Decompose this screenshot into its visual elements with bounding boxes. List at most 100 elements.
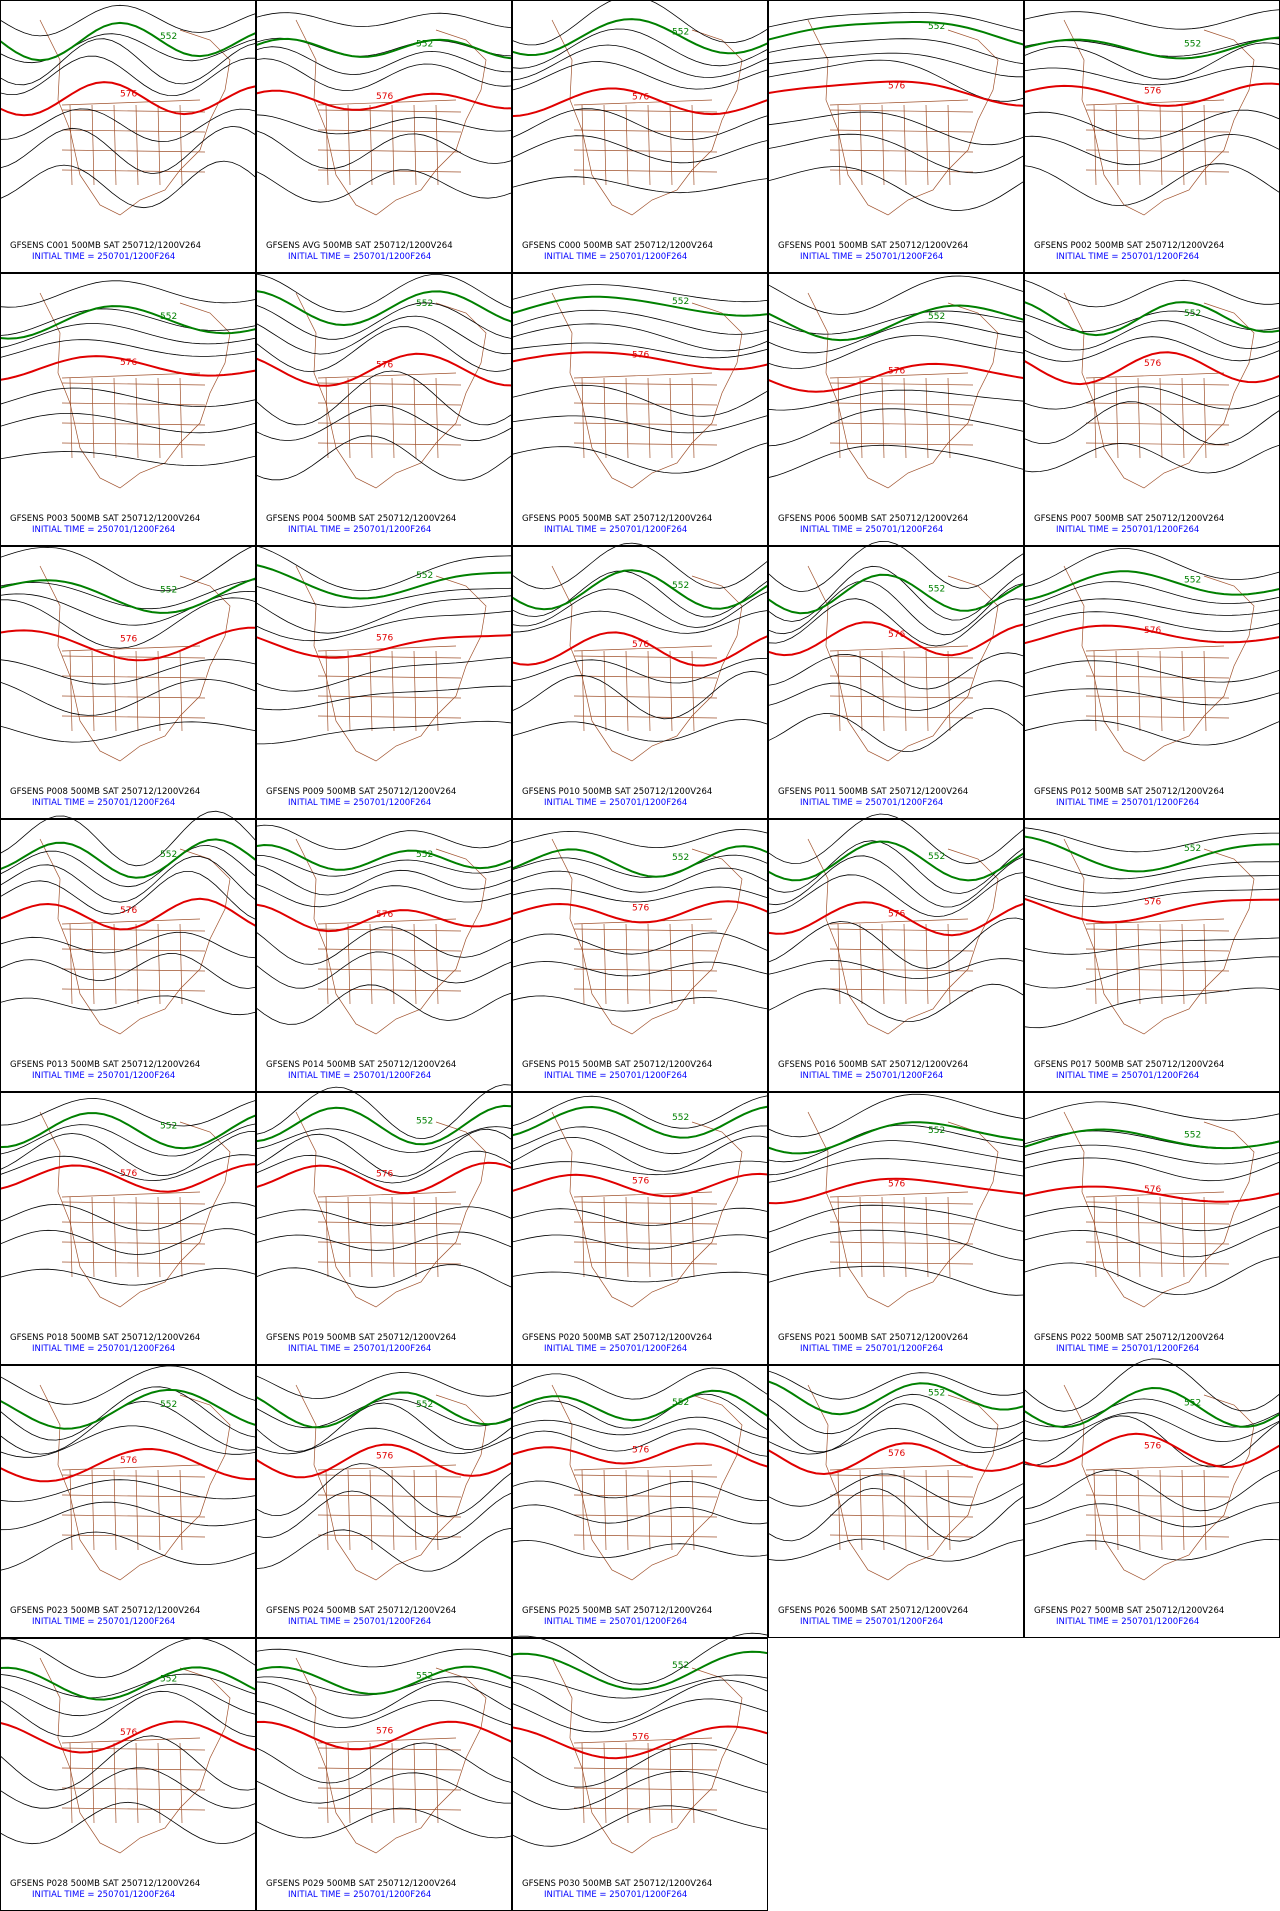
- state-line: [91, 104, 95, 186]
- contour-label: 576: [888, 909, 905, 919]
- state-line: [903, 923, 907, 1005]
- panel-background: [0, 819, 256, 1092]
- caption-background: [256, 509, 512, 537]
- coastline: [39, 1657, 231, 1854]
- border: [61, 645, 201, 652]
- state-line: [91, 1196, 95, 1278]
- contour-label: 552: [160, 1121, 177, 1131]
- state-line: [647, 377, 651, 459]
- state-line: [829, 968, 974, 972]
- contour-label: 552: [672, 1661, 689, 1671]
- base-map: [1063, 19, 1255, 216]
- state-line: [829, 402, 974, 406]
- panel-background: [512, 1092, 768, 1365]
- base-map: [551, 1657, 743, 1854]
- state-line: [61, 1747, 206, 1751]
- contour-576: [1023, 624, 1280, 645]
- state-line: [573, 149, 718, 153]
- state-line: [573, 655, 718, 659]
- contour-label: 576: [376, 361, 393, 371]
- state-line: [859, 923, 863, 1005]
- state-line: [1115, 923, 1119, 1005]
- coastline: [39, 19, 231, 216]
- base-map: [551, 838, 743, 1035]
- state-line: [573, 1201, 718, 1205]
- panel-init-time: INITIAL TIME = 250701/1200F264: [544, 1890, 687, 1900]
- height-contour: [1023, 956, 1280, 989]
- state-line: [369, 923, 373, 1005]
- height-contour: [511, 886, 769, 903]
- contour-label: 576: [632, 93, 649, 103]
- map-panel: 576 552 GFSENS P025 500MB SAT 250712/1200V…: [511, 1365, 769, 1638]
- border: [573, 1737, 713, 1744]
- border: [1085, 645, 1225, 652]
- state-line: [837, 1469, 841, 1551]
- caption-background: [256, 782, 512, 810]
- state-line: [1159, 377, 1163, 459]
- contour-label: 552: [672, 853, 689, 863]
- panel-init-time: INITIAL TIME = 250701/1200F264: [800, 252, 943, 262]
- state-line: [325, 650, 329, 732]
- height-contour: [0, 1531, 257, 1571]
- height-contour: [255, 1700, 513, 1729]
- height-contour: [255, 984, 513, 1025]
- panel-background: [0, 1638, 256, 1911]
- contour-576: [511, 1172, 769, 1198]
- contour-label: 576: [1144, 86, 1161, 96]
- caption-background: [512, 782, 768, 810]
- contour-552: [255, 843, 513, 871]
- panel-background: [512, 1638, 768, 1911]
- state-line: [317, 695, 462, 699]
- base-map: [807, 1384, 999, 1581]
- contour-576: [1023, 897, 1280, 924]
- border: [829, 645, 969, 652]
- state-line: [1085, 422, 1230, 426]
- state-line: [829, 1261, 974, 1265]
- state-line: [1085, 1241, 1230, 1245]
- panel-init-time: INITIAL TIME = 250701/1200F264: [1056, 1617, 1199, 1627]
- border: [317, 372, 457, 379]
- state-line: [317, 422, 462, 426]
- state-line: [1085, 442, 1230, 446]
- base-map: [807, 838, 999, 1035]
- contour-552: [767, 1380, 1025, 1416]
- caption-background: [512, 1874, 768, 1902]
- state-line: [881, 1196, 885, 1278]
- caption-background: [768, 1055, 1024, 1083]
- coastline: [807, 565, 999, 762]
- map-panel: 576 552 GFSENS P028 500MB SAT 250712/1200V…: [0, 1637, 257, 1911]
- state-line: [347, 650, 351, 732]
- contour-576: [767, 362, 1025, 393]
- height-contour: [1023, 1502, 1280, 1528]
- state-line: [573, 1767, 718, 1771]
- state-line: [1137, 1196, 1141, 1278]
- state-line: [1085, 1221, 1230, 1225]
- state-line: [1115, 104, 1119, 186]
- state-line: [625, 650, 629, 732]
- contour-552: [1023, 1386, 1280, 1429]
- coastline: [807, 292, 999, 489]
- contour-576: [511, 631, 769, 667]
- height-contour: [255, 315, 513, 355]
- height-contour: [767, 983, 1025, 1023]
- contour-552: [511, 569, 769, 611]
- state-line: [603, 1742, 607, 1824]
- contour-label: 552: [672, 1113, 689, 1123]
- contour-label: 576: [1144, 898, 1161, 908]
- state-line: [69, 377, 73, 459]
- height-contour: [1023, 719, 1280, 746]
- state-line: [903, 1196, 907, 1278]
- caption-background: [768, 236, 1024, 264]
- height-contour: [1023, 660, 1280, 683]
- height-contour: [0, 597, 257, 649]
- state-line: [369, 650, 373, 732]
- height-contour: [767, 52, 1024, 78]
- state-line: [1085, 928, 1230, 932]
- border: [317, 99, 457, 106]
- state-line: [135, 650, 139, 732]
- height-contour: [255, 1490, 513, 1540]
- contour-552: [1023, 570, 1280, 602]
- caption-background: [768, 782, 1024, 810]
- coastline: [551, 838, 743, 1035]
- contour-552: [767, 304, 1025, 342]
